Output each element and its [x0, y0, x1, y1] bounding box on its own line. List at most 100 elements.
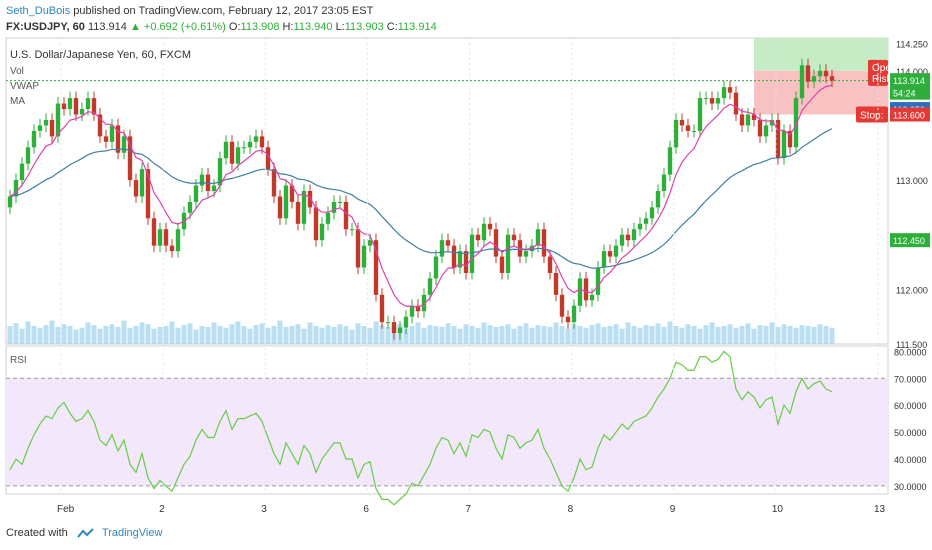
vwap-line [9, 84, 833, 309]
rsi-tick-label: 40.0000 [894, 455, 927, 465]
volume-bar [211, 322, 217, 344]
candle-body [685, 125, 691, 131]
candle-body [163, 229, 169, 246]
volume-bar [313, 326, 319, 344]
price-tick-label: 111.500 [896, 340, 927, 350]
legend-ma[interactable]: MA [10, 96, 25, 107]
candle-body [745, 114, 751, 126]
candle-body [127, 136, 133, 181]
stop-label: Stop: [860, 111, 883, 122]
volume-bar [343, 326, 349, 344]
volume-bar [457, 328, 463, 344]
volume-bar [565, 328, 571, 344]
volume-bar [595, 323, 601, 344]
close-label: C: [386, 21, 398, 33]
candle-body [655, 191, 661, 208]
volume-bar [265, 327, 271, 344]
volume-bar [829, 327, 835, 344]
volume-bar [25, 321, 31, 344]
volume-bar [481, 322, 487, 344]
volume-bar [409, 326, 415, 344]
candle-body [19, 163, 25, 181]
candle-body [253, 136, 259, 142]
volume-bar [619, 328, 625, 344]
volume-bar [661, 326, 667, 344]
ohlc-header: FX:USDJPY, 60 113.914 ▲ +0.692 (+0.61%) … [6, 20, 437, 34]
candle-body [43, 119, 49, 126]
candle-body [571, 305, 577, 323]
candle-body [25, 147, 31, 164]
candle-body [157, 229, 163, 246]
volume-bar [229, 324, 235, 344]
candle-body [775, 119, 781, 159]
candle-body [769, 119, 775, 126]
rsi-band [6, 378, 888, 486]
publish-header: Seth_DuBois published on TradingView.com… [6, 4, 373, 18]
candle-body [247, 141, 253, 148]
symbol-label: FX:USDJPY, 60 [6, 21, 85, 33]
volume-bar [451, 326, 457, 344]
date-tick-label: 9 [670, 504, 676, 515]
volume-bar [691, 326, 697, 344]
volume-bar [193, 329, 199, 344]
volume-bar [649, 326, 655, 344]
candle-body [307, 191, 313, 208]
footer: Created with TradingView [6, 527, 162, 539]
candle-body [553, 272, 559, 295]
volume-bar [13, 323, 19, 344]
volume-bar [253, 325, 259, 344]
volume-bar [121, 320, 127, 344]
candle-body [469, 234, 475, 273]
volume-bar [433, 326, 439, 344]
volume-bar [37, 327, 43, 344]
volume-bar [157, 326, 163, 344]
candle-body [451, 245, 457, 268]
volume-bar [187, 323, 193, 344]
candle-body [187, 201, 193, 213]
stop-label-box [856, 106, 888, 123]
candle-body [265, 147, 271, 170]
candle-body [577, 278, 583, 306]
volume-bar [439, 326, 445, 344]
candle-body [37, 125, 43, 131]
candle-body [67, 98, 73, 110]
candle-body [649, 207, 655, 219]
candle-body [445, 240, 451, 246]
volume-bar [199, 326, 205, 344]
volume-bar [667, 321, 673, 344]
author-link[interactable]: Seth_DuBois [6, 5, 71, 17]
tradingview-brand[interactable]: TradingView [101, 527, 163, 539]
candle-body [565, 316, 571, 323]
candle-body [805, 65, 811, 82]
volume-bar [799, 325, 805, 344]
volume-bar [259, 323, 265, 344]
volume-bar [241, 326, 247, 344]
volume-bar [307, 322, 313, 344]
legend-vol[interactable]: Vol [10, 66, 24, 77]
volume-bar [55, 326, 61, 344]
volume-bar [577, 326, 583, 344]
last-price: 113.914 [87, 21, 127, 33]
volume-bar [613, 324, 619, 344]
candle-body [313, 207, 319, 241]
volume-bar [97, 328, 103, 344]
volume-bar [109, 324, 115, 344]
candle-body [85, 98, 91, 110]
risk-label-box [868, 59, 888, 86]
volume-bar [223, 327, 229, 344]
candle-body [349, 229, 355, 231]
legend-vwap[interactable]: VWAP [10, 81, 39, 92]
candle-body [373, 240, 379, 295]
volume-bar [205, 326, 211, 344]
candle-body [625, 234, 631, 241]
price-label: 54:24 [893, 89, 916, 99]
candle-body [667, 147, 673, 175]
candle-body [229, 141, 235, 164]
candle-body [475, 234, 481, 241]
candle-body [169, 245, 175, 252]
date-tick-label: 13 [874, 504, 886, 515]
date-tick-label: 2 [159, 504, 165, 515]
candle-body [583, 278, 589, 301]
candle-body [481, 223, 487, 241]
